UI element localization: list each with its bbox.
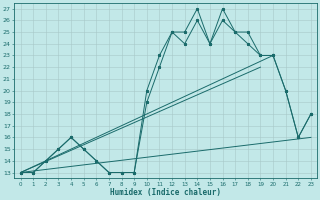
X-axis label: Humidex (Indice chaleur): Humidex (Indice chaleur) [110,188,221,197]
